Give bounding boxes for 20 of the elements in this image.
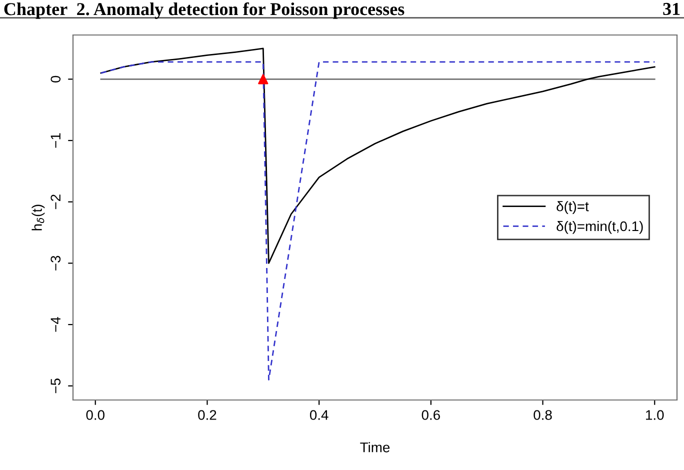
line-series — [100, 61, 656, 380]
text: Chapter 2. Anomaly detection for Poisson processes — [4, 2, 404, 19]
x-tick-label: 0.4 — [310, 410, 328, 420]
y-tick-label: −4 — [50, 317, 60, 332]
x-axis-title: Time — [360, 442, 390, 452]
y-tick-label: −3 — [50, 256, 61, 270]
legend-label: δ(t)=min(t,0.1) — [556, 220, 643, 234]
x-tick-label: 0.8 — [534, 410, 552, 420]
y-tick-label: −5 — [50, 378, 61, 394]
legend-label: δ(t)=t — [556, 201, 589, 214]
x-tick-label: 0.6 — [422, 410, 440, 420]
y-tick-label: 0 — [50, 76, 61, 82]
x-tick-label: 0.0 — [86, 410, 104, 420]
y-tick-label: −2 — [50, 194, 60, 210]
text: 31 — [663, 2, 680, 16]
x-tick-label: 1.0 — [646, 410, 664, 420]
line-series — [100, 48, 656, 264]
y-axis-title: h$_{δ}$(t) — [32, 204, 45, 230]
y-tick-label: −1 — [50, 133, 60, 148]
x-tick-label: 0.2 — [198, 410, 216, 420]
